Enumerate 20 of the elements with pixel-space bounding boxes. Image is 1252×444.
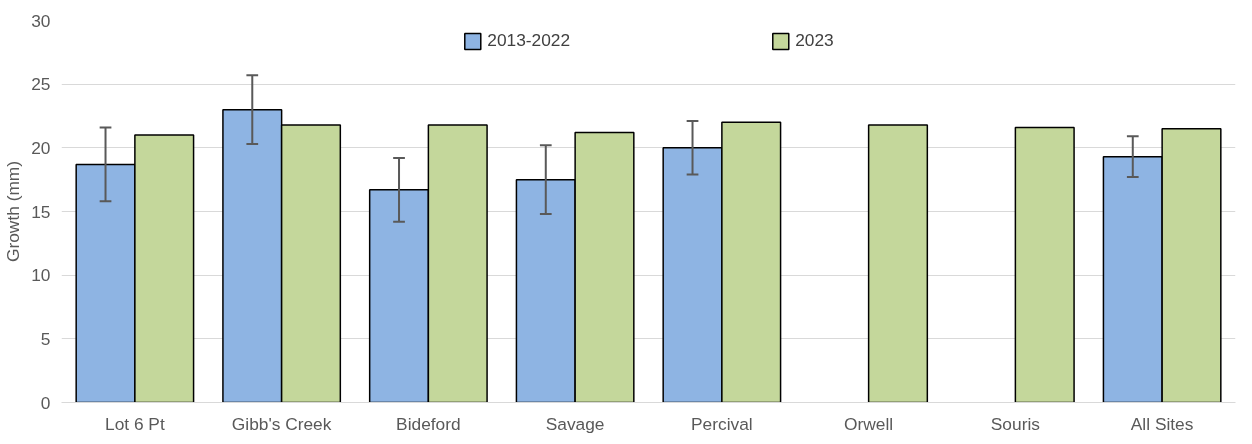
bar <box>867 124 929 403</box>
y-tick-label: 15 <box>31 201 51 222</box>
x-tick-label: Percival <box>691 413 753 434</box>
bar <box>1014 126 1075 403</box>
x-tick-label: Souris <box>990 413 1041 434</box>
legend-label: 2013-2022 <box>487 30 571 51</box>
y-tick-label: 10 <box>31 265 51 286</box>
y-tick-label: 20 <box>31 137 51 158</box>
y-tick-label: 5 <box>40 328 51 349</box>
y-tick-label: 30 <box>31 10 51 31</box>
x-tick-label: Gibb's Creek <box>231 413 332 434</box>
x-tick-label: Lot 6 Pt <box>105 413 165 434</box>
x-tick-label: Bideford <box>396 413 461 434</box>
x-tick-label: Savage <box>545 413 605 434</box>
y-tick-label: 0 <box>40 392 51 413</box>
legend-label: 2023 <box>795 30 834 51</box>
y-tick-label: 25 <box>31 74 51 95</box>
x-tick-label: All Sites <box>1130 413 1194 434</box>
y-axis-title: Growth (mm) <box>3 160 24 263</box>
x-tick-label: Orwell <box>844 413 894 434</box>
